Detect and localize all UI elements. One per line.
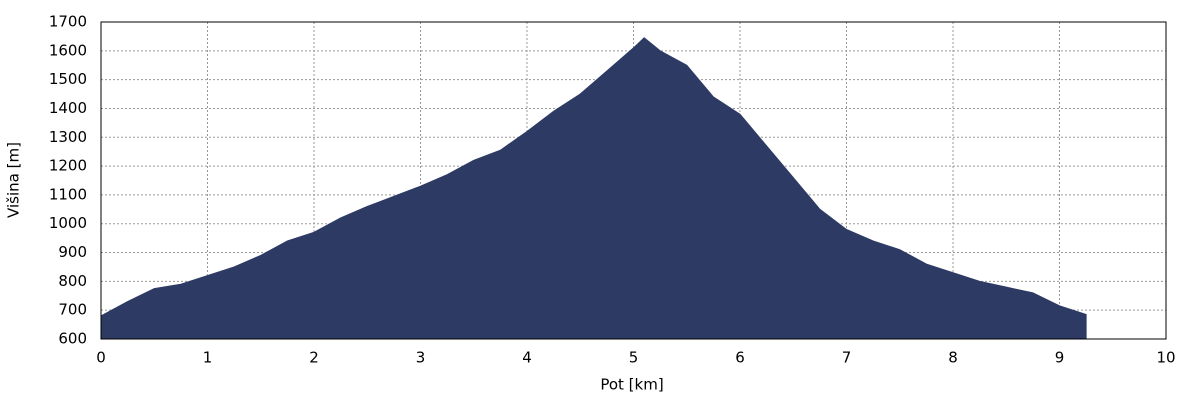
x-tick-label: 5 <box>629 349 639 367</box>
y-tick-label: 1600 <box>49 41 87 59</box>
y-tick-label: 1700 <box>49 13 87 31</box>
x-tick-label: 0 <box>96 349 106 367</box>
x-tick-label: 2 <box>309 349 319 367</box>
x-tick-label: 8 <box>948 349 958 367</box>
y-tick-label: 1300 <box>49 128 87 146</box>
y-axis-label: Višina [m] <box>5 142 23 218</box>
x-tick-label: 7 <box>842 349 852 367</box>
y-tick-label: 900 <box>58 243 87 261</box>
y-tick-label: 1200 <box>49 157 87 175</box>
x-axis-label: Pot [km] <box>600 376 663 394</box>
elevation-area <box>100 37 1087 340</box>
x-tick-label: 4 <box>522 349 532 367</box>
y-tick-label: 1000 <box>49 214 87 232</box>
y-tick-label: 1500 <box>49 70 87 88</box>
y-tick-label: 700 <box>58 301 87 319</box>
x-tick-label: 3 <box>416 349 426 367</box>
y-tick-label: 600 <box>58 330 87 348</box>
y-tick-label: 1100 <box>49 185 87 203</box>
y-tick-label: 800 <box>58 272 87 290</box>
x-tick-label: 9 <box>1055 349 1065 367</box>
x-tick-label: 6 <box>735 349 745 367</box>
y-tick-label: 1400 <box>49 99 87 117</box>
x-tick-label: 1 <box>203 349 213 367</box>
x-tick-label: 10 <box>1156 349 1175 367</box>
plot-frame <box>100 21 1167 340</box>
